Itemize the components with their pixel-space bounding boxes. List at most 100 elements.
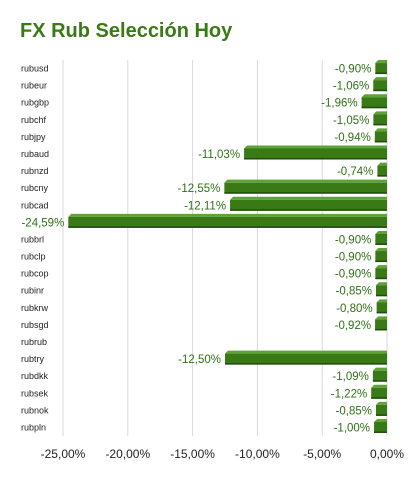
bar-shadow: [225, 363, 387, 365]
category-label: rubpln: [21, 422, 46, 432]
bar-shadow: [374, 140, 387, 143]
bar-shadow: [224, 192, 387, 194]
bar-top-face: [375, 230, 387, 234]
bar-shadow: [375, 260, 387, 263]
value-label: -0,90%: [335, 269, 371, 281]
bar: [372, 370, 387, 382]
value-label: -1,00%: [334, 422, 370, 434]
bar-top-face: [375, 282, 387, 286]
value-label: -0,90%: [335, 252, 371, 264]
bar: [224, 182, 387, 194]
value-label: -12,55%: [178, 183, 221, 195]
category-label: rubsgd: [21, 320, 49, 330]
bar-top-face: [375, 248, 387, 252]
bar: [377, 165, 387, 177]
bar-top-face: [375, 316, 387, 320]
x-tick-label: 0,00%: [370, 447, 404, 461]
category-label: rubusd: [21, 64, 49, 74]
value-label: -1,06%: [333, 81, 369, 93]
bar-top-face: [376, 299, 387, 303]
bar-shadow: [371, 397, 387, 399]
chart-title: FX Rub Selección Hoy: [20, 20, 233, 42]
bar-top-face: [225, 350, 387, 354]
bar-shadow: [375, 328, 387, 331]
category-label: rubsek: [21, 388, 49, 398]
bar: [230, 199, 387, 211]
value-label: -0,90%: [335, 64, 371, 76]
bar: [375, 285, 387, 297]
bar-shadow: [375, 277, 387, 280]
x-tick-label: -20,00%: [105, 447, 150, 461]
bar: [361, 97, 387, 109]
value-label: -11,03%: [198, 149, 240, 161]
value-label: -1,22%: [331, 388, 367, 400]
value-label: -0,74%: [337, 166, 373, 178]
bar-top-face: [374, 418, 387, 422]
bar-shadow: [373, 89, 387, 92]
bar-top-face: [224, 179, 387, 183]
bar-shadow: [375, 243, 387, 245]
bar-shadow: [375, 294, 387, 297]
category-label: rubjpy: [21, 132, 46, 142]
bar-shadow: [361, 106, 387, 109]
bar: [375, 268, 387, 280]
bar-shadow: [376, 311, 387, 314]
category-label: rubcad: [21, 200, 49, 210]
bar: [373, 114, 387, 126]
bar-top-face: [377, 162, 387, 166]
category-label: rubdkk: [21, 371, 49, 381]
bar-top-face: [68, 213, 387, 217]
bar: [371, 387, 387, 399]
bar: [375, 404, 387, 416]
x-tick-label: -15,00%: [170, 447, 215, 461]
x-tick-label: -10,00%: [235, 447, 280, 461]
category-label: rubnok: [21, 405, 49, 415]
value-label: -0,90%: [335, 234, 371, 246]
category-label: rubaud: [21, 149, 49, 159]
bar-top-face: [361, 94, 387, 98]
category-label: rubclp: [21, 252, 46, 262]
bar-top-face: [230, 196, 387, 200]
bar: [374, 131, 387, 143]
bar: [375, 63, 387, 75]
bar-top-face: [373, 111, 387, 115]
value-label: -1,96%: [321, 98, 357, 110]
value-label: -0,94%: [334, 132, 370, 144]
bar-shadow: [373, 123, 387, 126]
value-label: -1,05%: [333, 115, 369, 127]
bar-top-face: [375, 401, 387, 405]
bar-shadow: [375, 72, 387, 75]
bar-top-face: [371, 384, 387, 388]
bar: [373, 80, 387, 92]
bar-top-face: [372, 367, 387, 371]
value-label: -12,11%: [184, 200, 226, 212]
bar-shadow: [374, 431, 387, 433]
value-label: -1,09%: [332, 371, 368, 383]
bar-top-face: [374, 128, 387, 132]
category-label: rubtry: [21, 354, 45, 364]
x-tick-label: -25,00%: [41, 447, 86, 461]
bar-top-face: [375, 265, 387, 269]
value-label: -0,80%: [336, 303, 372, 315]
bar-top-face: [244, 145, 387, 149]
value-label: -0,85%: [336, 405, 372, 417]
category-label: rubeur: [21, 81, 47, 91]
x-tick-label: -5,00%: [303, 447, 341, 461]
bar-shadow: [375, 414, 387, 416]
category-label: rubchf: [21, 115, 47, 125]
bar-top-face: [373, 77, 387, 81]
category-label: rubkrw: [21, 303, 49, 313]
bar: [244, 148, 387, 160]
bar: [375, 233, 387, 245]
value-label: -0,85%: [336, 286, 372, 298]
category-label: rubcop: [21, 269, 49, 279]
bar-top-face: [375, 60, 387, 64]
category-label: rubbrl: [21, 234, 44, 244]
bar: [376, 302, 387, 314]
category-label: rubgbp: [21, 98, 49, 108]
bar-shadow: [68, 226, 387, 228]
value-label: -0,92%: [335, 320, 371, 332]
bar-shadow: [244, 158, 387, 160]
bar: [375, 319, 387, 331]
category-label: rubrub: [21, 337, 47, 347]
